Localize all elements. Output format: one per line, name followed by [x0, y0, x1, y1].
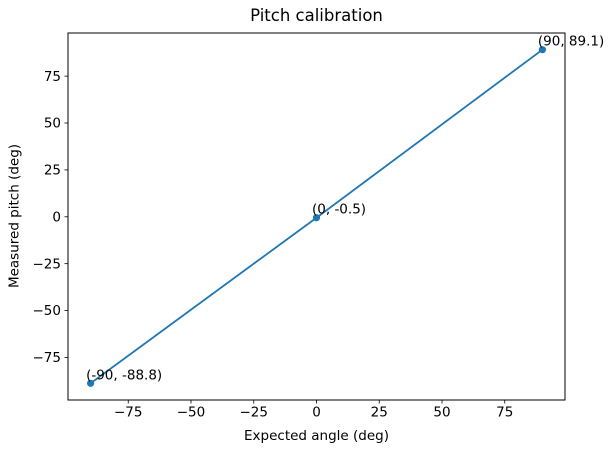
- y-tick-label: 25: [44, 163, 61, 179]
- chart-title: Pitch calibration: [250, 6, 383, 25]
- y-tick-label: 50: [44, 116, 61, 132]
- x-tick-label: 0: [312, 405, 321, 421]
- x-tick-label: −75: [114, 405, 143, 421]
- x-axis-label: Expected angle (deg): [244, 428, 389, 444]
- x-tick-label: −25: [239, 405, 268, 421]
- point-annotation: (-90, -88.8): [86, 367, 162, 383]
- data-point: [86, 379, 95, 387]
- point-annotation: (0, -0.5): [312, 202, 366, 218]
- y-tick-label: 0: [52, 209, 61, 225]
- y-tick-label: −25: [33, 256, 62, 272]
- y-tick-label: 75: [44, 69, 61, 85]
- x-tick-label: 75: [496, 405, 513, 421]
- x-tick-label: 25: [371, 405, 388, 421]
- plot-border: [67, 32, 566, 401]
- y-tick-label: −50: [33, 303, 62, 319]
- y-axis-label: Measured pitch (deg): [6, 143, 23, 289]
- x-tick-label: −50: [177, 405, 206, 421]
- data-point: [538, 46, 547, 54]
- point-annotation: (90, 89.1): [538, 34, 604, 50]
- data-point: [312, 214, 321, 222]
- x-tick-label: 50: [433, 405, 450, 421]
- y-tick-label: −75: [33, 350, 62, 366]
